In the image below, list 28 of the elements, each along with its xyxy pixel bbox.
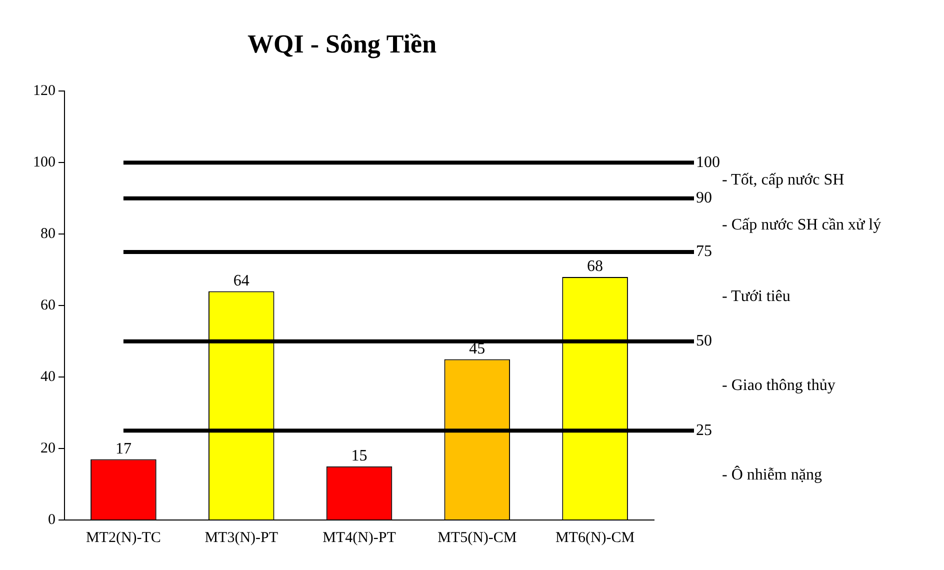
text: - Cấp nước SH cần xử lý [722,216,882,234]
ref-line-label: 50 [696,332,712,350]
chart-title: WQI - Sông Tiền [247,29,438,58]
text: - Tưới tiêu [722,288,790,305]
y-tick-label: 60 [40,298,56,314]
ref-line-label: 90 [696,190,712,207]
ref-line-label: 25 [696,422,712,439]
data-label: 64 [233,272,250,290]
y-tick-label: 20 [40,440,56,456]
y-tick-label: 80 [40,226,56,242]
data-label: 68 [587,258,604,276]
x-tick-label: MT5(N)-CM [438,530,517,546]
ref-line-label: 75 [696,243,712,260]
x-tick-label: MT6(N)-CM [555,530,635,546]
data-label: 45 [469,340,486,358]
ref-line-label: 100 [696,154,720,171]
data-label: 17 [115,440,132,458]
text: - Tốt, cấp nước SH [722,172,845,189]
y-tick-label: 100 [33,154,56,171]
text: - Giao thông thủy [722,377,836,394]
y-tick-label: 0 [48,512,56,528]
y-tick-label: 120 [33,83,56,100]
y-tick-label: 40 [40,369,56,386]
x-tick-label: MT2(N)-TC [86,530,161,546]
data-label: 15 [351,448,368,465]
x-tick-label: MT4(N)-PT [322,530,396,546]
text: - Ô nhiễm nặng [722,466,822,484]
x-tick-label: MT3(N)-PT [204,530,278,546]
